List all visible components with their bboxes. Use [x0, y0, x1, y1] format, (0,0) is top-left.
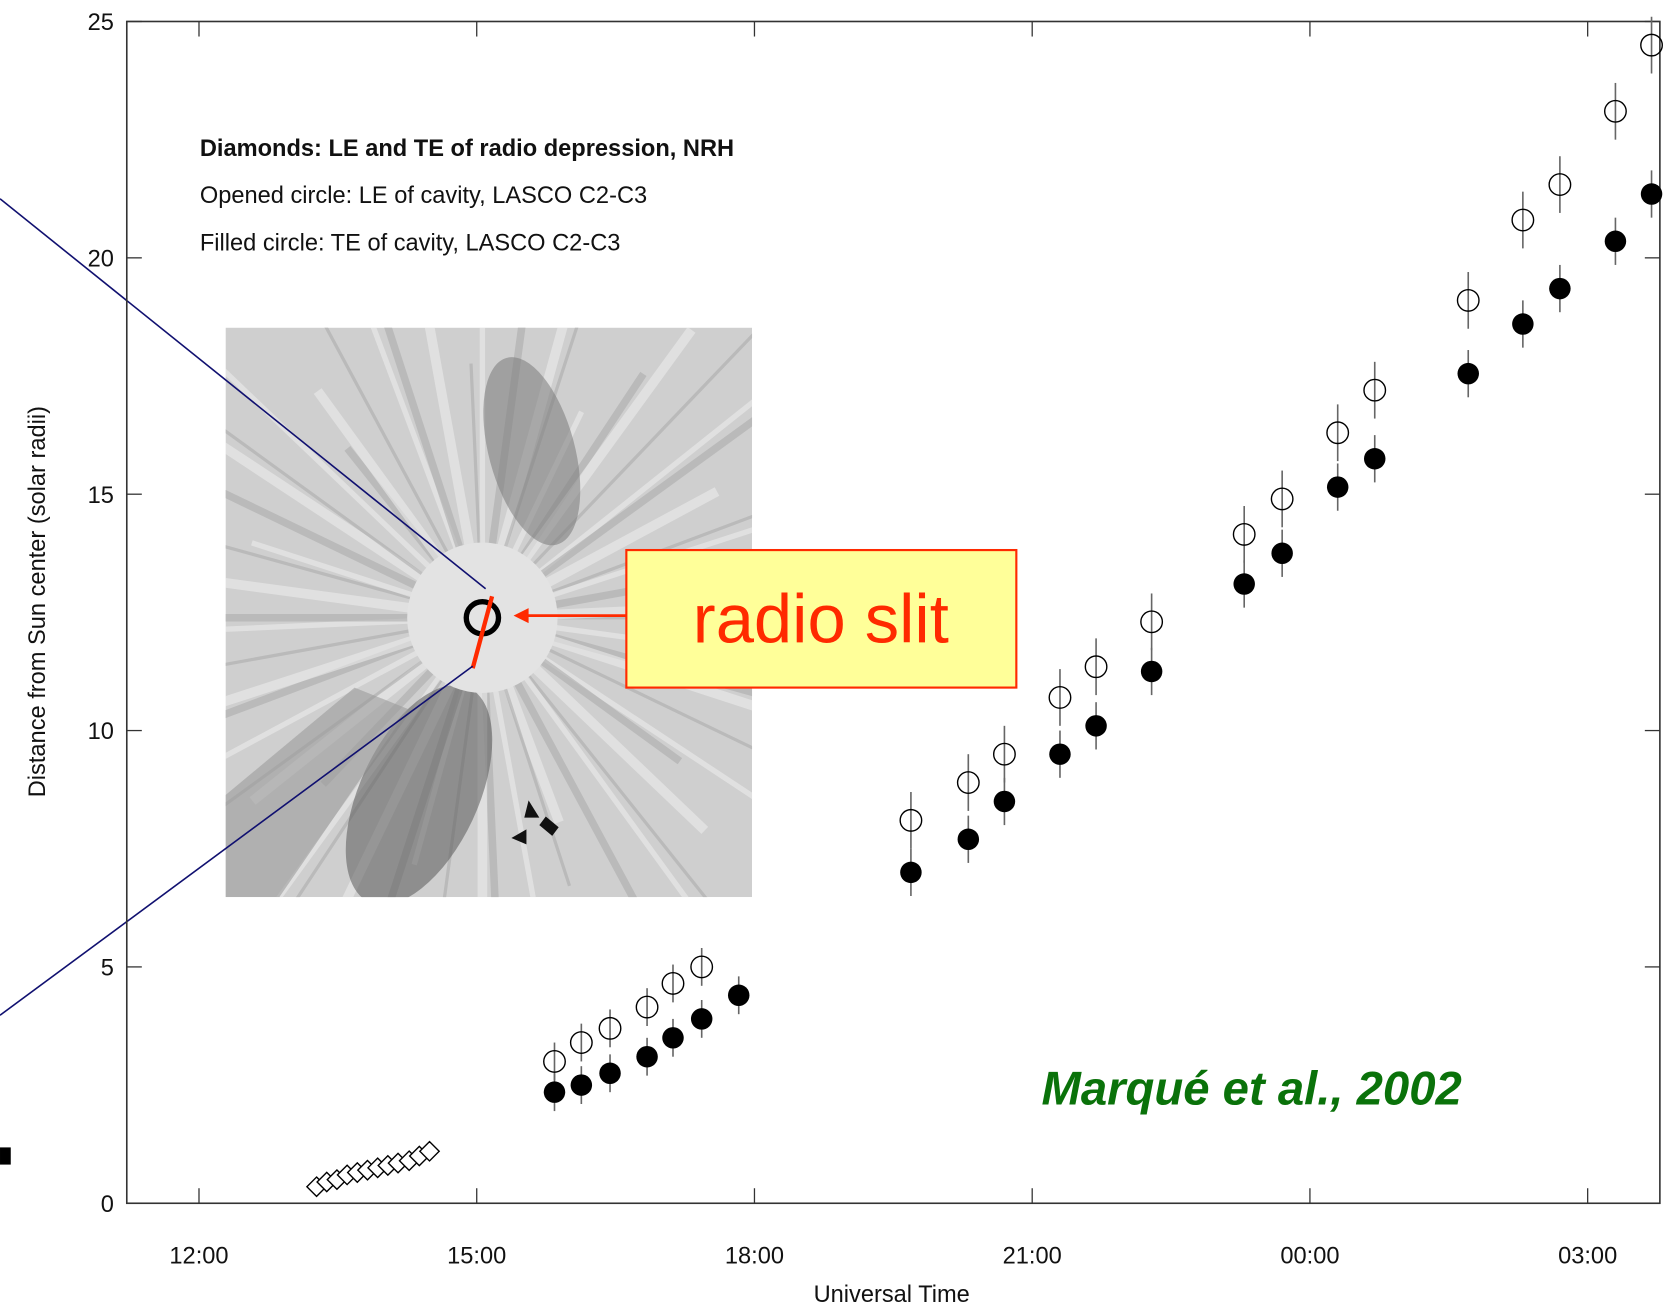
filled-circle-marker	[570, 1074, 593, 1096]
inset-ray	[424, 327, 488, 619]
legend-entry: Diamonds: LE and TE of radio depression,…	[200, 136, 734, 162]
open-circle-marker	[1232, 522, 1256, 546]
filled-circle-marker	[1457, 362, 1479, 385]
open-circle-marker	[899, 808, 923, 832]
filled-circle-marker	[543, 1081, 566, 1103]
open-circle-marker	[992, 742, 1016, 766]
x-axis-title: Universal Time	[814, 1282, 970, 1308]
open-circle-marker	[1640, 33, 1663, 57]
annotation-box	[625, 548, 1018, 689]
filled-circle-marker	[636, 1045, 658, 1068]
annotation-label: radio slit	[693, 580, 949, 657]
filled-circle-marker	[900, 861, 922, 884]
filled-circle-marker	[662, 1027, 684, 1049]
inset-ray	[225, 545, 483, 620]
open-circle-marker	[661, 972, 685, 995]
y-tick-label: 5	[101, 956, 114, 982]
inset-ray	[384, 327, 486, 619]
edge-mark	[0, 1147, 11, 1165]
filled-circle-marker	[957, 828, 980, 851]
filled-circle-marker	[690, 1008, 713, 1030]
filled-circle-marker	[1271, 542, 1293, 565]
filled-circle-marker	[1140, 660, 1163, 683]
diamond-marker	[418, 1140, 441, 1162]
open-circle-marker	[1511, 208, 1535, 232]
y-tick-label: 20	[88, 246, 114, 272]
inset-feature	[483, 357, 581, 546]
open-circle-marker	[598, 1016, 622, 1040]
plot-frame	[125, 20, 1661, 1205]
y-tick-label: 10	[88, 719, 114, 745]
open-circle-marker	[1456, 288, 1480, 312]
inset-ray	[225, 613, 484, 707]
inset-ray	[225, 368, 485, 620]
x-tick-label: 00:00	[1280, 1243, 1339, 1269]
occulter	[407, 542, 558, 693]
y-tick-label: 25	[88, 10, 114, 36]
open-circle-marker	[1270, 487, 1294, 511]
x-tick-label: 21:00	[1003, 1243, 1062, 1269]
y-axis-title: Distance from Sun center (solar radii)	[25, 406, 51, 797]
open-circle-marker	[1048, 686, 1072, 709]
open-circle-marker	[1548, 173, 1572, 197]
filled-circle-marker	[1233, 573, 1255, 595]
inset-ray	[479, 615, 637, 898]
slit-mark	[470, 595, 495, 669]
open-circle-marker	[635, 995, 659, 1019]
open-circle-marker	[1326, 421, 1350, 445]
y-tick-label: 0	[101, 1192, 114, 1218]
inset-ray	[480, 615, 753, 800]
filled-circle-marker	[1326, 476, 1349, 498]
inset-ray	[480, 417, 753, 621]
open-circle-marker	[1140, 610, 1164, 634]
y-tick-label: 15	[88, 483, 114, 509]
x-tick-label: 18:00	[725, 1243, 784, 1269]
open-circle-marker	[569, 1031, 593, 1054]
inset-ray	[276, 616, 485, 898]
connector-line	[0, 198, 487, 590]
slit-arrowhead	[513, 608, 529, 624]
citation-label: Marqué et al., 2002	[1041, 1062, 1461, 1115]
filled-circle-marker	[1049, 743, 1071, 765]
inset-ray	[480, 327, 579, 619]
connector-line	[0, 665, 474, 1016]
open-circle-marker	[956, 771, 980, 794]
filled-circle-marker	[1085, 715, 1107, 737]
filled-circle-marker	[1549, 277, 1571, 300]
filled-circle-marker	[1363, 448, 1386, 470]
inset-arrow	[511, 800, 559, 845]
legend-entry: Filled circle: TE of cavity, LASCO C2-C3	[200, 230, 621, 256]
open-circle-marker	[1084, 655, 1108, 679]
open-circle-marker	[1603, 99, 1627, 123]
x-tick-label: 03:00	[1558, 1243, 1617, 1269]
inset-ray	[225, 578, 484, 623]
open-circle-marker	[690, 955, 714, 979]
open-circle-marker	[1363, 378, 1387, 402]
x-tick-label: 15:00	[447, 1243, 506, 1269]
inset-ray	[481, 616, 753, 750]
filled-circle-marker	[1512, 313, 1534, 335]
inset-feature	[225, 687, 409, 898]
open-circle-marker	[543, 1050, 566, 1073]
x-tick-label: 12:00	[169, 1243, 228, 1269]
filled-circle-marker	[727, 984, 750, 1007]
filled-circle-marker	[1640, 183, 1663, 205]
legend-entry: Opened circle: LE of cavity, LASCO C2-C3	[200, 183, 647, 209]
filled-circle-marker	[993, 790, 1016, 813]
filled-circle-marker	[1604, 230, 1627, 253]
filled-circle-marker	[599, 1062, 621, 1085]
